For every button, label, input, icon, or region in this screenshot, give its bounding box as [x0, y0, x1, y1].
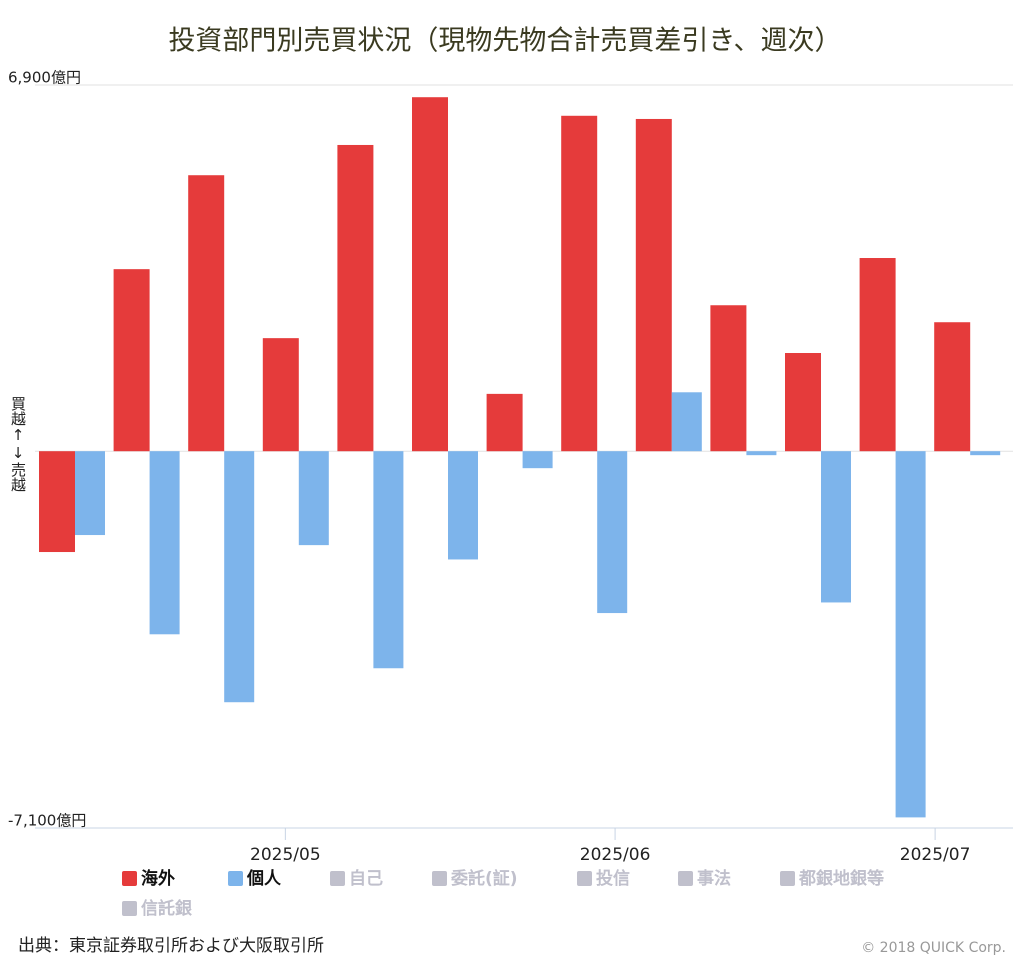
bar	[337, 144, 374, 452]
bar	[412, 97, 448, 452]
bar	[224, 451, 255, 703]
bar	[970, 451, 1001, 456]
legend-label: 委託(証)	[450, 868, 518, 889]
bar	[895, 451, 926, 818]
x-tick-label: 2025/06	[580, 845, 651, 865]
legend-swatch	[780, 871, 795, 886]
legend-label: 自己	[349, 868, 383, 889]
bar	[859, 258, 896, 452]
legend-swatch	[577, 871, 592, 886]
bar	[448, 451, 478, 560]
legend-label: 海外	[141, 868, 175, 889]
x-tick-label: 2025/07	[900, 845, 971, 865]
source: 出典：東京証券取引所および大阪取引所	[18, 936, 324, 956]
bar	[113, 269, 150, 452]
legend-label: 都銀地銀等	[798, 868, 884, 889]
y-tick-label: -7,100億円	[8, 812, 86, 830]
legend-swatch	[330, 871, 345, 886]
legend-swatch	[432, 871, 447, 886]
y-axis-label: 買越↑↓売越	[9, 396, 27, 492]
bar	[262, 338, 299, 452]
legend-swatch	[122, 871, 137, 886]
legend-label: 個人	[246, 868, 282, 889]
bar	[635, 118, 672, 452]
legend-swatch	[678, 871, 693, 886]
bar	[597, 451, 628, 614]
copyright: © 2018 QUICK Corp.	[861, 940, 1006, 956]
y-tick-label: 6,900億円	[8, 69, 81, 87]
bar	[821, 451, 851, 603]
bar	[373, 451, 404, 669]
x-tick-label: 2025/05	[250, 845, 321, 865]
legend-label: 投信	[596, 868, 630, 889]
bar	[934, 322, 971, 452]
bar	[561, 115, 598, 452]
chart-title: 投資部門別売買状況（現物先物合計売買差引き、週次）	[168, 26, 841, 57]
legend-label: 事法	[697, 868, 731, 889]
bar	[746, 451, 777, 456]
bar	[671, 392, 702, 452]
bar	[188, 175, 225, 452]
bar	[785, 353, 821, 452]
bar	[298, 451, 329, 546]
legend-label: 信託銀	[141, 898, 192, 919]
legend-swatch	[122, 901, 137, 916]
bar	[522, 451, 553, 469]
bar	[39, 451, 75, 553]
bar	[486, 393, 523, 452]
legend-swatch	[228, 871, 243, 886]
bar	[75, 451, 105, 536]
bar	[710, 305, 747, 452]
bar	[149, 451, 180, 635]
